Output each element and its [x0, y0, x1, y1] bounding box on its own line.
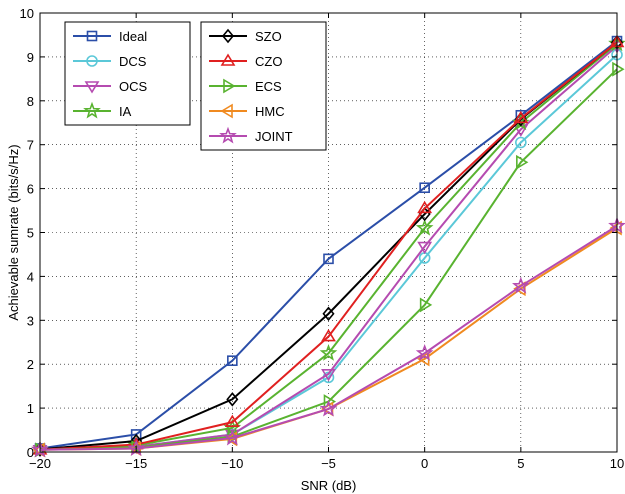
- x-tick-label: −20: [29, 456, 51, 471]
- series-point-ideal: [419, 182, 430, 194]
- legend-item-hmc: HMC: [209, 103, 285, 119]
- legend-label-hmc: HMC: [255, 104, 285, 119]
- y-tick-label: 2: [27, 357, 34, 372]
- y-tick-label: 5: [27, 226, 34, 241]
- series-point-czo: [321, 328, 336, 342]
- legend-marker-hmc: [220, 103, 233, 119]
- series-point-ecs: [612, 61, 625, 77]
- legend-marker-dcs: [86, 55, 98, 67]
- y-tick-label: 6: [27, 182, 34, 197]
- legend-item-ia: IA: [73, 101, 132, 119]
- legend-item-joint: JOINT: [209, 126, 293, 144]
- series-point-ecs: [419, 297, 433, 313]
- series-point-szo: [322, 306, 335, 321]
- legend-label-ocs: OCS: [119, 79, 148, 94]
- series-point-ocs: [321, 369, 336, 382]
- legend-label-ecs: ECS: [255, 79, 282, 94]
- series-point-joint: [319, 399, 338, 417]
- series-point-ecs: [516, 154, 529, 170]
- series-point-czo: [224, 414, 240, 427]
- legend-item-czo: CZO: [209, 53, 282, 69]
- x-axis-label: SNR (dB): [301, 478, 357, 493]
- legend-item-szo: SZO: [209, 28, 282, 44]
- legend-label-ideal: Ideal: [119, 29, 147, 44]
- legend-label-ia: IA: [119, 104, 132, 119]
- y-tick-label: 0: [27, 445, 34, 460]
- y-tick-label: 9: [27, 50, 34, 65]
- series-point-ocs: [417, 241, 433, 255]
- x-tick-label: −15: [125, 456, 147, 471]
- series-point-czo: [417, 200, 433, 214]
- y-tick-label: 1: [27, 401, 34, 416]
- legend: Ideal DCS OCS IA SZO CZO ECS HMC JOINT: [64, 21, 327, 151]
- legend-marker-joint: [219, 126, 237, 144]
- legend-marker-ecs: [223, 78, 236, 94]
- legend-frame: [64, 21, 191, 126]
- legend-marker-szo: [221, 28, 235, 44]
- series-point-joint: [512, 276, 530, 294]
- series-point-ideal: [323, 253, 334, 265]
- x-tick-label: 10: [610, 456, 624, 471]
- series-point-szo: [226, 392, 239, 407]
- x-tick-label: −5: [321, 456, 336, 471]
- legend-item-ideal: Ideal: [73, 29, 147, 44]
- series-point-dcs: [515, 136, 527, 149]
- x-tick-label: 0: [421, 456, 428, 471]
- legend-item-ocs: OCS: [73, 79, 148, 94]
- series-point-ia: [319, 343, 338, 361]
- legend-marker-czo: [220, 53, 236, 66]
- series-point-joint: [223, 428, 242, 446]
- legend-item-ecs: ECS: [209, 78, 282, 94]
- x-tick-label: 5: [517, 456, 524, 471]
- series-point-joint: [31, 440, 49, 458]
- y-tick-label: 7: [27, 138, 34, 153]
- legend-marker-ideal: [86, 30, 98, 42]
- legend-label-dcs: DCS: [119, 54, 147, 69]
- y-tick-label: 8: [27, 94, 34, 109]
- legend-box-1: Ideal DCS OCS IA: [64, 21, 191, 126]
- series-hmc: [32, 220, 622, 458]
- series-point-ideal: [227, 355, 238, 366]
- axis-ticks: −20 −15 −10 −5 0 5 10 0 1 2 3 4 5 6 7 8 9 10: [20, 6, 625, 471]
- series-point-hmc: [609, 220, 622, 236]
- y-tick-label: 3: [27, 313, 34, 328]
- legend-item-dcs: DCS: [73, 54, 147, 69]
- y-tick-label: 10: [20, 6, 34, 21]
- legend-label-szo: SZO: [255, 29, 282, 44]
- x-tick-label: −10: [221, 456, 243, 471]
- legend-label-czo: CZO: [255, 54, 282, 69]
- legend-marker-ocs: [84, 81, 100, 94]
- y-tick-label: 4: [27, 269, 34, 284]
- y-axis-label: Achievable sumrate (bits/s/Hz): [6, 144, 21, 320]
- series-point-joint: [415, 343, 434, 361]
- legend-box-2: SZO CZO ECS HMC JOINT: [200, 21, 327, 151]
- legend-marker-ia: [83, 101, 101, 119]
- series-point-czo: [513, 110, 529, 124]
- series-point-ia: [415, 218, 434, 236]
- legend-label-joint: JOINT: [255, 129, 293, 144]
- grid-lines: [40, 13, 617, 452]
